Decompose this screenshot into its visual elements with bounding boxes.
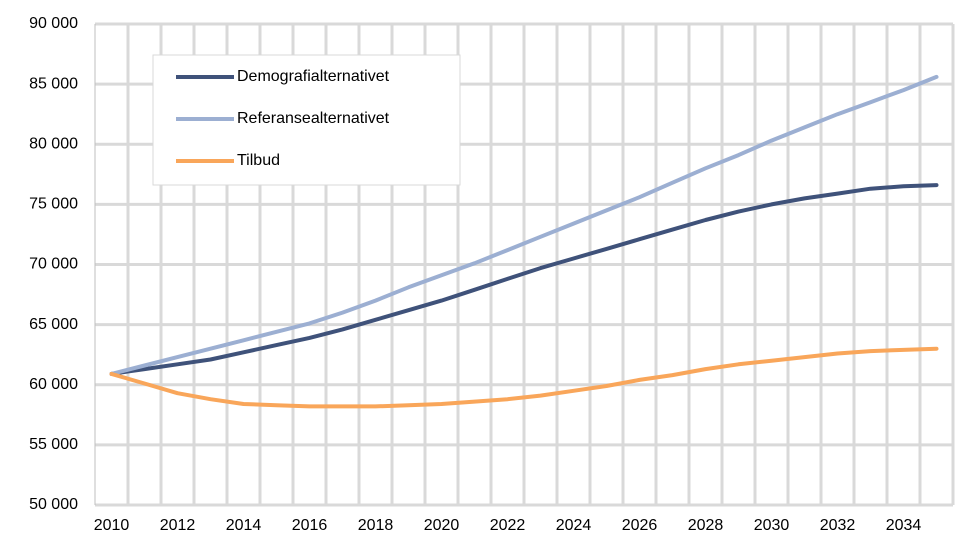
legend-label: Tilbud: [237, 152, 280, 169]
x-tick-label: 2012: [160, 517, 196, 534]
y-tick-label: 65 000: [29, 316, 78, 333]
y-tick-label: 50 000: [29, 496, 78, 513]
x-tick-label: 2022: [490, 517, 526, 534]
y-tick-label: 80 000: [29, 135, 78, 152]
y-tick-label: 85 000: [29, 75, 78, 92]
y-tick-label: 60 000: [29, 376, 78, 393]
y-tick-label: 55 000: [29, 436, 78, 453]
x-tick-label: 2016: [292, 517, 328, 534]
y-tick-label: 90 000: [29, 15, 78, 32]
line-series: [109, 74, 939, 376]
y-tick-label: 75 000: [29, 196, 78, 213]
y-tick-label: 70 000: [29, 256, 78, 273]
x-tick-label: 2014: [226, 517, 262, 534]
x-tick-label: 2032: [820, 517, 856, 534]
legend-label: Referansealternativet: [237, 110, 390, 127]
line-series: [109, 346, 939, 409]
legend-label: Demografialternativet: [237, 68, 390, 85]
x-tick-label: 2018: [358, 517, 394, 534]
x-tick-label: 2010: [94, 517, 130, 534]
x-tick-label: 2020: [424, 517, 460, 534]
line-series: [109, 183, 939, 376]
x-tick-label: 2034: [886, 517, 922, 534]
x-tick-label: 2024: [556, 517, 592, 534]
x-tick-label: 2026: [622, 517, 658, 534]
x-tick-label: 2030: [754, 517, 790, 534]
x-tick-label: 2028: [688, 517, 724, 534]
